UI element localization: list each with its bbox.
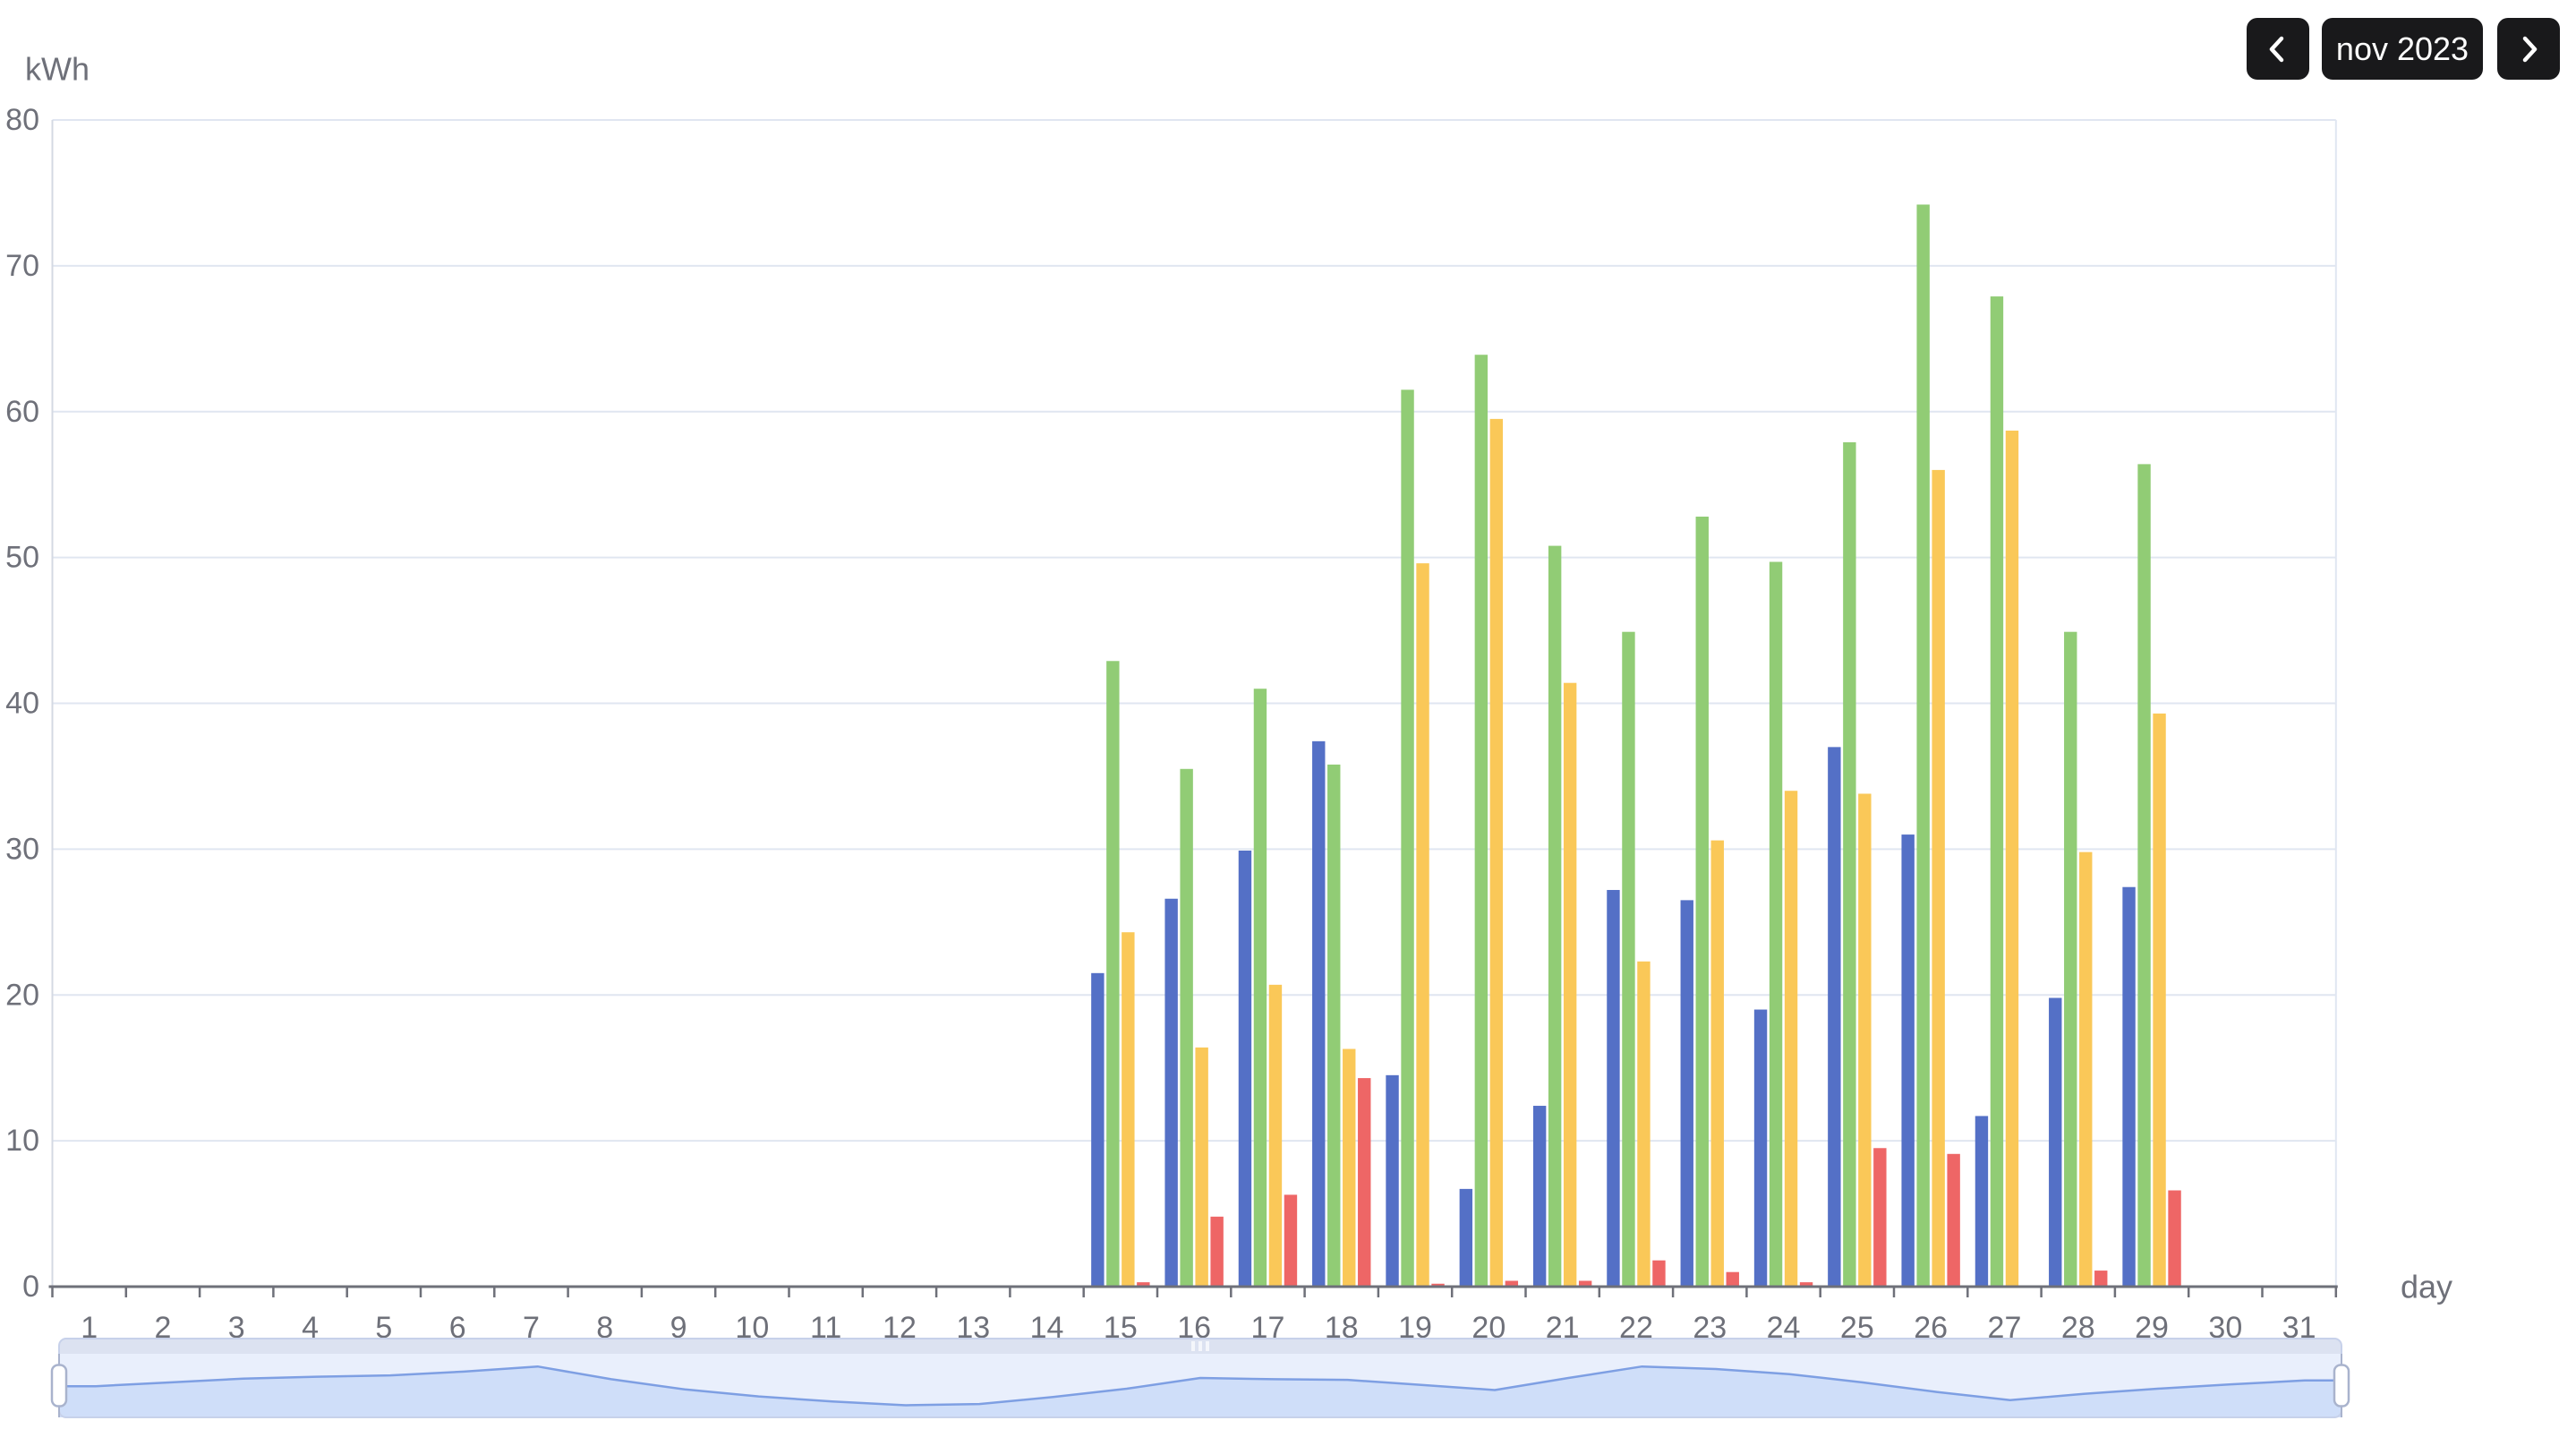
- bar-series-green-day-17[interactable]: [1253, 689, 1267, 1287]
- bar-series-green-day-22[interactable]: [1622, 631, 1635, 1287]
- navigator-grip-icon: [1198, 1341, 1202, 1351]
- y-tick-label: 60: [5, 395, 39, 429]
- next-month-button[interactable]: [2497, 18, 2560, 80]
- bar-series-yellow-day-29[interactable]: [2153, 713, 2166, 1287]
- bar-series-blue-day-20[interactable]: [1459, 1188, 1473, 1287]
- x-tick-label: 9: [670, 1311, 687, 1345]
- bar-series-yellow-day-20[interactable]: [1489, 418, 1504, 1287]
- bar-series-green-day-19[interactable]: [1401, 389, 1414, 1288]
- y-tick-label: 70: [5, 249, 39, 283]
- bar-series-blue-day-23[interactable]: [1680, 900, 1693, 1287]
- period-label: nov 2023: [2335, 30, 2469, 67]
- bar-series-red-day-19[interactable]: [1431, 1283, 1445, 1287]
- bar-series-red-day-17[interactable]: [1284, 1194, 1298, 1287]
- x-tick-label: 3: [228, 1311, 245, 1345]
- bar-series-green-day-26[interactable]: [1916, 204, 1930, 1287]
- y-tick-label: 50: [5, 541, 39, 575]
- bar-series-yellow-day-15[interactable]: [1122, 932, 1135, 1287]
- navigator-preview-line: [59, 1365, 2341, 1407]
- bar-series-green-day-23[interactable]: [1695, 517, 1709, 1287]
- bar-series-blue-day-27[interactable]: [1975, 1116, 1989, 1287]
- bar-series-red-day-29[interactable]: [2168, 1190, 2181, 1287]
- bar-series-green-day-25[interactable]: [1843, 441, 1856, 1287]
- bar-series-yellow-day-19[interactable]: [1416, 563, 1429, 1287]
- bar-series-green-day-21[interactable]: [1548, 545, 1562, 1287]
- bar-series-blue-day-28[interactable]: [2049, 997, 2062, 1287]
- bar-series-red-day-24[interactable]: [1799, 1282, 1813, 1287]
- bar-series-yellow-day-28[interactable]: [2079, 851, 2093, 1287]
- navigator-preview-area: [59, 1366, 2341, 1417]
- x-tick-label: 6: [449, 1311, 466, 1345]
- y-tick-label: 40: [5, 687, 39, 721]
- bar-series-red-day-28[interactable]: [2094, 1271, 2108, 1287]
- navigator-right-handle[interactable]: [2333, 1364, 2350, 1408]
- x-tick-label: 4: [302, 1311, 319, 1345]
- bar-series-red-day-26[interactable]: [1947, 1153, 1960, 1287]
- y-tick-label: 20: [5, 978, 39, 1012]
- prev-month-button[interactable]: [2247, 18, 2309, 80]
- bar-series-blue-day-21[interactable]: [1532, 1106, 1547, 1287]
- navigator-grip-icon: [1191, 1341, 1195, 1351]
- bar-series-blue-day-29[interactable]: [2122, 886, 2136, 1287]
- x-tick-label: 8: [596, 1311, 613, 1345]
- bar-series-green-day-15[interactable]: [1106, 661, 1120, 1287]
- bar-series-green-day-27[interactable]: [1990, 296, 2004, 1287]
- bar-series-yellow-day-22[interactable]: [1637, 961, 1651, 1287]
- bar-series-blue-day-26[interactable]: [1901, 834, 1915, 1287]
- y-tick-label: 80: [5, 103, 39, 137]
- x-axis-name: day: [2401, 1269, 2452, 1305]
- x-tick-label: 5: [375, 1311, 392, 1345]
- bar-series-yellow-day-25[interactable]: [1858, 793, 1872, 1287]
- y-tick-label: 10: [5, 1124, 39, 1158]
- x-tick-label: 7: [523, 1311, 540, 1345]
- bar-series-red-day-25[interactable]: [1873, 1148, 1887, 1287]
- bar-series-yellow-day-16[interactable]: [1195, 1047, 1208, 1287]
- bar-series-blue-day-19[interactable]: [1386, 1074, 1399, 1287]
- bar-series-green-day-29[interactable]: [2137, 464, 2151, 1287]
- x-tick-label: 1: [81, 1311, 98, 1345]
- bar-series-red-day-23[interactable]: [1726, 1271, 1739, 1287]
- bar-series-red-day-22[interactable]: [1652, 1260, 1666, 1287]
- bar-series-blue-day-25[interactable]: [1828, 747, 1841, 1287]
- bar-series-blue-day-15[interactable]: [1091, 972, 1105, 1287]
- bar-series-yellow-day-17[interactable]: [1268, 984, 1283, 1287]
- bar-series-red-day-21[interactable]: [1578, 1280, 1592, 1287]
- bar-series-yellow-day-23[interactable]: [1710, 840, 1724, 1287]
- bar-series-red-day-16[interactable]: [1210, 1216, 1224, 1287]
- bar-series-blue-day-24[interactable]: [1753, 1009, 1768, 1287]
- chevron-right-icon: [2522, 36, 2538, 62]
- bar-series-blue-day-18[interactable]: [1312, 740, 1326, 1287]
- bar-series-blue-day-22[interactable]: [1607, 889, 1620, 1287]
- period-button[interactable]: nov 2023: [2322, 18, 2483, 80]
- y-tick-label: 30: [5, 832, 39, 866]
- bar-series-red-day-20[interactable]: [1505, 1280, 1519, 1287]
- bar-series-yellow-day-26[interactable]: [1932, 469, 1945, 1287]
- bar-series-red-day-15[interactable]: [1137, 1282, 1150, 1287]
- y-tick-label: 0: [22, 1270, 39, 1304]
- navigator-grip-icon: [1206, 1341, 1209, 1351]
- bar-series-yellow-day-18[interactable]: [1343, 1048, 1356, 1287]
- bar-series-yellow-day-27[interactable]: [2005, 430, 2019, 1288]
- x-tick-label: 2: [154, 1311, 171, 1345]
- bar-series-blue-day-16[interactable]: [1164, 898, 1178, 1287]
- bar-series-red-day-18[interactable]: [1358, 1078, 1371, 1287]
- bar-series-yellow-day-21[interactable]: [1563, 682, 1577, 1287]
- bar-series-green-day-20[interactable]: [1474, 355, 1488, 1287]
- navigator-left-handle[interactable]: [50, 1364, 68, 1408]
- bar-series-yellow-day-24[interactable]: [1784, 791, 1798, 1287]
- chevron-left-icon: [2269, 36, 2284, 62]
- bar-series-green-day-16[interactable]: [1180, 768, 1193, 1287]
- bar-series-green-day-28[interactable]: [2064, 631, 2077, 1287]
- y-axis-name: kWh: [25, 51, 90, 88]
- bar-series-blue-day-17[interactable]: [1238, 851, 1252, 1287]
- bar-series-green-day-24[interactable]: [1769, 561, 1783, 1287]
- bar-series-green-day-18[interactable]: [1327, 764, 1341, 1287]
